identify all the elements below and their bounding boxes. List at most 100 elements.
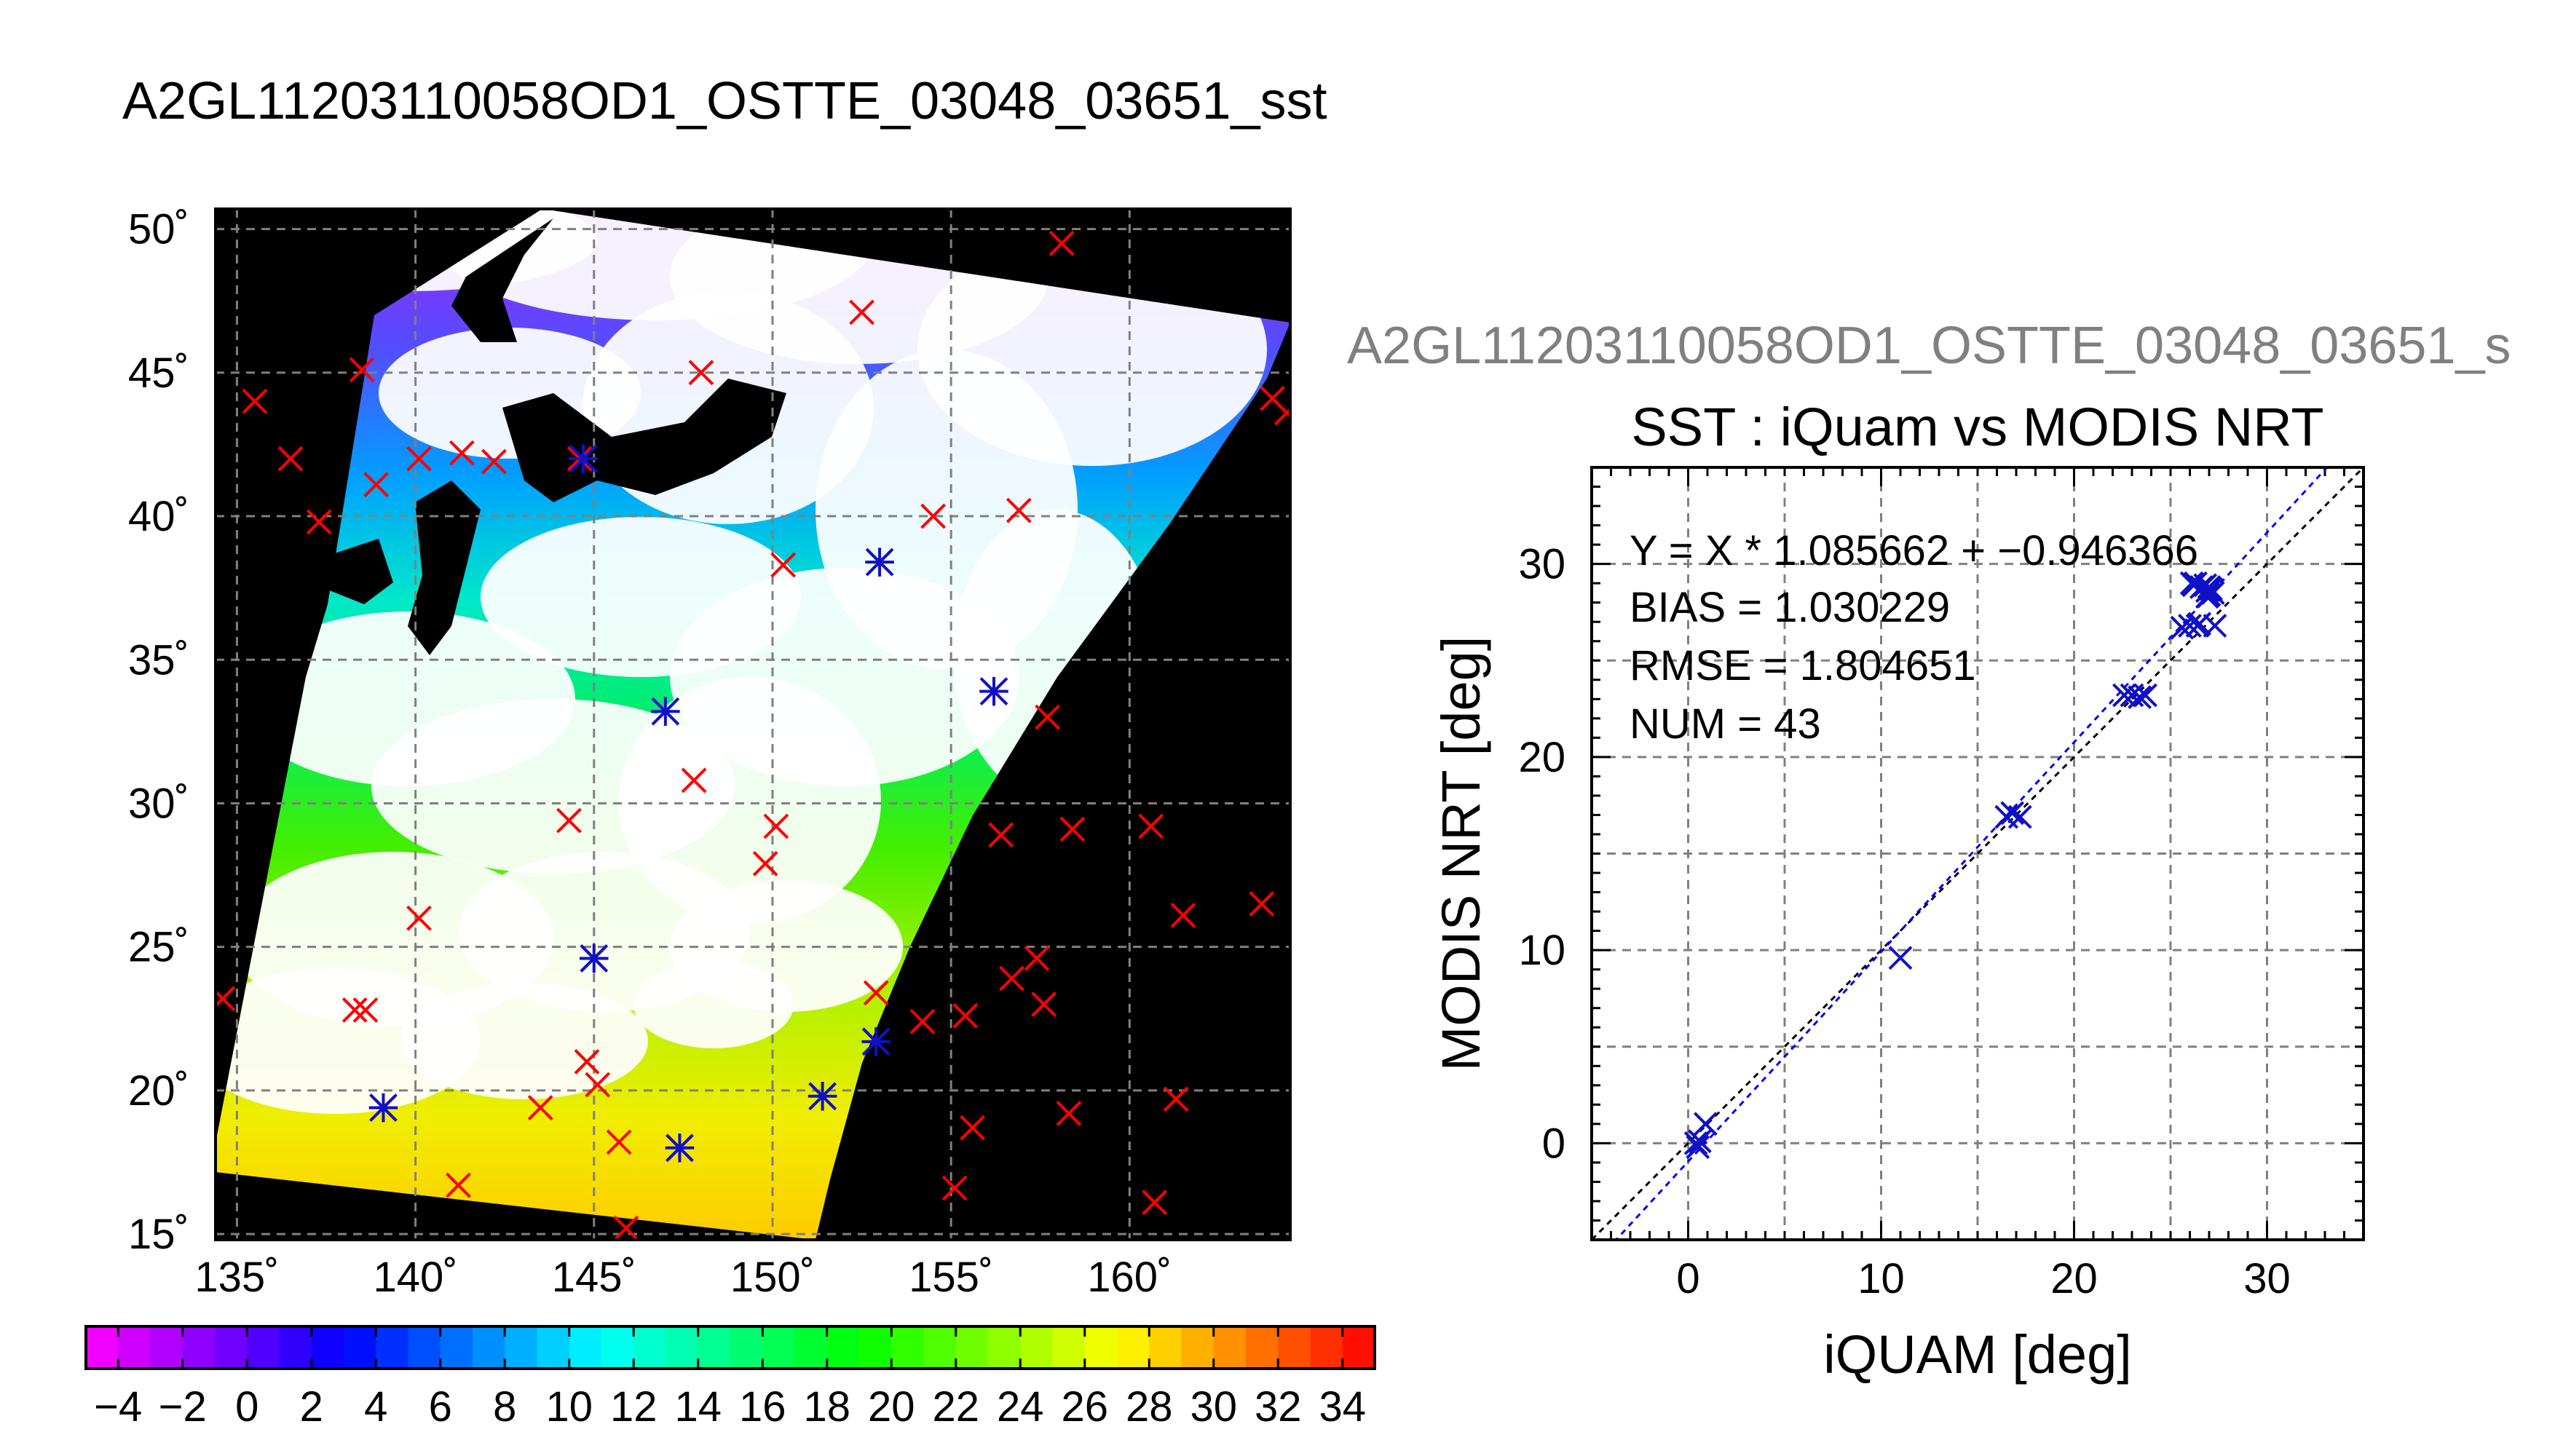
matchup-markers xyxy=(368,444,1008,1163)
colorbar-cell xyxy=(891,1326,925,1369)
colorbar-cell xyxy=(601,1326,634,1369)
lat-tick-label: 15˚ xyxy=(128,1211,189,1258)
insitu-marker xyxy=(763,813,789,839)
lon-tick-label: 150˚ xyxy=(730,1254,815,1301)
insitu-marker xyxy=(1049,230,1075,256)
data-point xyxy=(2128,685,2152,710)
lat-tick-label: 40˚ xyxy=(128,493,189,540)
data-point xyxy=(2187,612,2212,636)
lat-tick-label: 35˚ xyxy=(128,636,189,684)
colorbar-cell xyxy=(762,1326,796,1369)
colorbar-cell xyxy=(440,1326,473,1369)
x-tick-label: 20 xyxy=(2050,1255,2098,1302)
matchup-marker xyxy=(865,547,894,577)
data-point xyxy=(1686,1135,1710,1160)
insitu-marker xyxy=(849,299,874,325)
data-point xyxy=(2007,804,2032,829)
colorbar-tick-label: 26 xyxy=(1061,1383,1108,1431)
matchup-marker xyxy=(807,1081,837,1111)
insitu-marker xyxy=(1006,497,1032,523)
stats-annotation: NUM = 43 xyxy=(1630,700,1821,748)
land-honshu xyxy=(408,480,481,655)
x-tick-label: 30 xyxy=(2243,1255,2291,1302)
colorbar-cell xyxy=(730,1326,763,1369)
colorbar-tick-label: 14 xyxy=(674,1383,722,1431)
land-coast xyxy=(328,539,393,604)
insitu-marker xyxy=(1273,400,1290,426)
colorbar-cell xyxy=(1020,1326,1054,1369)
insitu-marker xyxy=(1059,816,1086,842)
colorbar-cell xyxy=(794,1326,828,1369)
insitu-marker xyxy=(352,997,379,1023)
colorbar-tick-label: 24 xyxy=(997,1383,1044,1431)
cloud-area xyxy=(633,961,794,1048)
colorbar-tick-label: 6 xyxy=(429,1383,452,1431)
colorbar-cell xyxy=(1117,1326,1150,1369)
cloud-area xyxy=(400,983,648,1099)
land-sakhalin xyxy=(451,218,553,342)
y-axis-label: MODIS NRT [deg] xyxy=(1431,636,1491,1072)
scatter-frame xyxy=(1590,466,2365,1241)
insitu-marker xyxy=(1035,704,1060,730)
insitu-marker xyxy=(688,360,714,386)
colorbar-tick-label: 22 xyxy=(932,1383,979,1431)
x-axis-label: iQUAM [deg] xyxy=(1823,1324,2132,1385)
insitu-marker xyxy=(306,509,332,535)
data-point xyxy=(1687,1129,1712,1154)
matchup-marker xyxy=(651,697,680,727)
insitu-marker xyxy=(988,822,1014,848)
colorbar-cell xyxy=(505,1326,538,1369)
colorbar-cell xyxy=(666,1326,699,1369)
colorbar-cell xyxy=(1278,1326,1311,1369)
data-point xyxy=(1888,946,1913,970)
insitu-marker xyxy=(1024,946,1050,971)
matchup-marker xyxy=(579,943,609,973)
lat-tick-label: 50˚ xyxy=(128,206,189,253)
insitu-marker xyxy=(1249,891,1275,917)
matchup-marker xyxy=(979,676,1008,706)
insitu-marker xyxy=(863,980,889,1006)
insitu-marker xyxy=(446,1172,471,1198)
colorbar-tick-label: 34 xyxy=(1319,1383,1366,1431)
y-tick-label: 0 xyxy=(1542,1120,1565,1167)
insitu-marker xyxy=(952,1002,979,1029)
insitu-marker xyxy=(216,986,236,1012)
matchup-marker xyxy=(861,1027,891,1056)
identity-line xyxy=(1592,467,2364,1240)
colorbar-cell xyxy=(473,1326,505,1369)
lat-tick-label: 25˚ xyxy=(128,924,189,971)
insitu-marker xyxy=(1142,1190,1168,1216)
insitu-marker xyxy=(1163,1086,1189,1112)
insitu-marker xyxy=(1138,813,1164,839)
colorbar-cell xyxy=(923,1326,957,1369)
insitu-marker xyxy=(481,448,507,475)
lat-tick-label: 20˚ xyxy=(128,1067,189,1115)
colorbar-tick-label: 20 xyxy=(868,1383,915,1431)
insitu-marker xyxy=(406,905,432,931)
insitu-marker xyxy=(613,1215,639,1240)
colorbar-tick-label: 8 xyxy=(493,1383,516,1431)
insitu-marker xyxy=(1056,1101,1082,1126)
map-frame xyxy=(214,207,1292,1241)
insitu-marker xyxy=(585,1072,611,1098)
lon-tick-label: 140˚ xyxy=(374,1254,458,1301)
colorbar-tick-label: 12 xyxy=(610,1383,657,1431)
colorbar-cell xyxy=(537,1326,570,1369)
insitu-marker xyxy=(1170,902,1196,928)
insitu-marker xyxy=(449,440,475,466)
colorbar-cell xyxy=(86,1326,119,1369)
stats-annotation: BIAS = 1.030229 xyxy=(1630,584,1950,631)
colorbar-cell xyxy=(1149,1326,1182,1369)
colorbar-tick-label: −4 xyxy=(94,1383,142,1431)
colorbar-cell xyxy=(344,1326,376,1369)
colorbar-tick-label: 2 xyxy=(300,1383,323,1431)
colorbar-tick-label: 18 xyxy=(803,1383,850,1431)
data-point xyxy=(2000,801,2025,826)
insitu-marker xyxy=(909,1008,936,1034)
insitu-marker xyxy=(1031,992,1057,1017)
y-tick-label: 20 xyxy=(1518,734,1565,781)
colorbar-cell xyxy=(1213,1326,1247,1369)
colorbar-tick-label: −2 xyxy=(159,1383,207,1431)
